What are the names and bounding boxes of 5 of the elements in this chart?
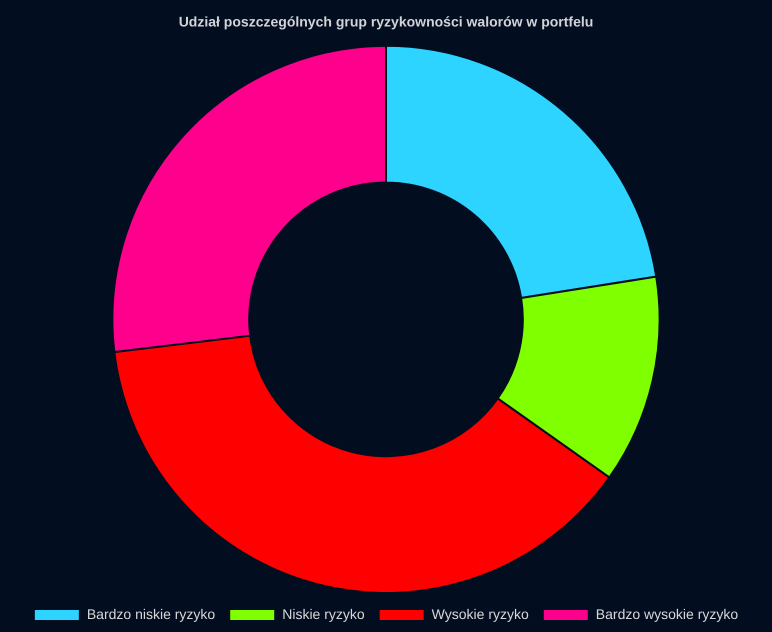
legend-label: Niskie ryzyko (282, 606, 365, 622)
legend-label: Bardzo wysokie ryzyko (596, 606, 738, 622)
legend-label: Wysokie ryzyko (432, 606, 529, 622)
chart-title: Udział poszczególnych grup ryzykowności walorów w portfelu (178, 13, 594, 30)
legend-label: Bardzo niskie ryzyko (86, 606, 216, 622)
